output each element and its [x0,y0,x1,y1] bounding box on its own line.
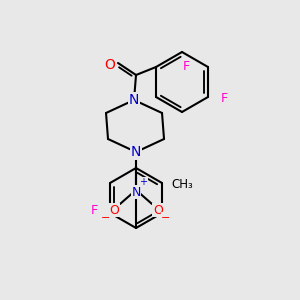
Text: −: − [101,213,111,223]
Text: −: − [161,213,171,223]
Text: F: F [220,92,227,106]
Text: N: N [131,145,141,159]
Text: +: + [139,177,147,187]
Text: N: N [131,185,141,199]
Text: O: O [109,203,119,217]
Text: CH₃: CH₃ [171,178,193,191]
Text: O: O [153,203,163,217]
Text: F: F [91,205,98,218]
Text: O: O [105,58,116,72]
Text: N: N [129,93,139,107]
Text: F: F [182,59,190,73]
